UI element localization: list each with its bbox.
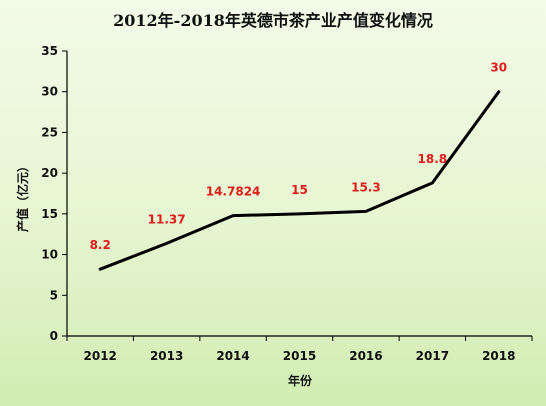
y-axis-title: 产值（亿元） — [15, 160, 30, 232]
x-tick-label: 2015 — [283, 349, 316, 363]
data-label: 8.2 — [90, 238, 111, 252]
data-label: 14.7824 — [206, 185, 261, 199]
x-ticks: 2012 2013 2014 2015 2016 2017 2018 — [66, 336, 533, 363]
data-label: 11.37 — [148, 212, 186, 226]
data-labels: 8.2 11.37 14.7824 15 15.3 18.8 30 — [90, 61, 508, 253]
series-line — [98, 90, 501, 271]
y-tick-label: 25 — [41, 125, 58, 139]
data-label: 15.3 — [351, 180, 381, 194]
y-tick-label: 30 — [41, 85, 58, 99]
data-label: 15 — [291, 183, 308, 197]
chart-title: 2012年-2018年英德市茶产业产值变化情况 — [113, 11, 433, 30]
x-tick-label: 2018 — [482, 349, 515, 363]
y-ticks: 0 5 10 15 20 25 30 35 — [41, 44, 67, 343]
x-tick-label: 2017 — [416, 349, 449, 363]
x-tick-label: 2012 — [84, 349, 117, 363]
y-tick-label: 0 — [50, 329, 58, 343]
data-label: 18.8 — [418, 152, 448, 166]
y-tick-label: 20 — [41, 166, 58, 180]
x-tick-label: 2013 — [150, 349, 183, 363]
y-tick-label: 10 — [41, 248, 58, 262]
y-tick-label: 35 — [41, 44, 58, 58]
x-axis-title: 年份 — [288, 373, 313, 388]
data-label: 30 — [490, 61, 507, 75]
y-tick-label: 5 — [50, 288, 58, 302]
x-tick-label: 2016 — [349, 349, 382, 363]
x-tick-label: 2014 — [216, 349, 249, 363]
y-tick-label: 15 — [41, 207, 58, 221]
